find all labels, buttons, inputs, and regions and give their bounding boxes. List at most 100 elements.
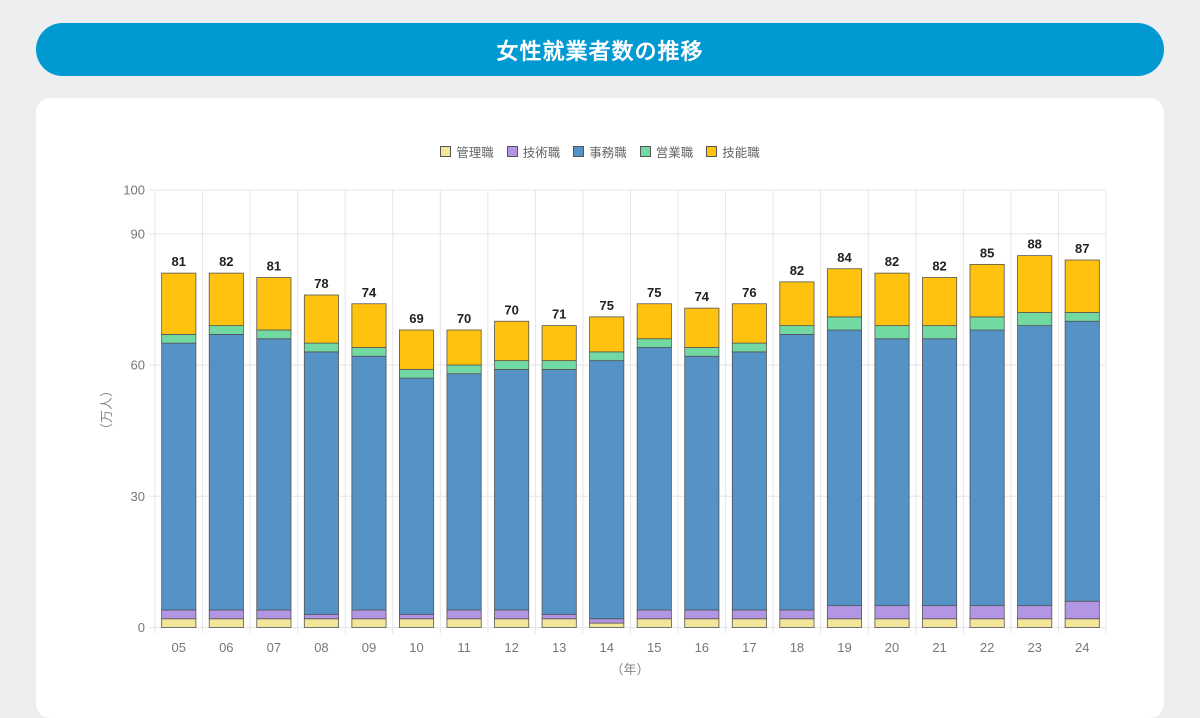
x-tick-label: 19: [837, 640, 851, 655]
x-tick-label: 05: [172, 640, 186, 655]
bar-segment: [256, 618, 292, 628]
bar-segment: [208, 272, 244, 327]
bar-segment: [161, 272, 197, 335]
legend-item[interactable]: 技術職: [506, 142, 560, 161]
bar-segment: [922, 605, 958, 620]
bar-segment: [351, 609, 387, 620]
bar-total-label: 82: [790, 263, 804, 278]
bar-total-label: 81: [267, 259, 281, 274]
bar-segment: [731, 609, 767, 620]
page-title-banner: 女性就業者数の推移: [36, 23, 1164, 76]
legend-item[interactable]: 事務職: [573, 142, 627, 161]
bar-segment: [256, 277, 292, 331]
bar-segment: [731, 618, 767, 628]
bar-series: [161, 255, 1100, 628]
x-tick-label: 14: [599, 640, 613, 655]
bar-segment: [684, 347, 720, 357]
bar-stack: [256, 277, 292, 628]
bar-stack: [446, 329, 482, 628]
bar-segment: [779, 618, 815, 628]
x-tick-label: 07: [267, 640, 281, 655]
bar-stack: [399, 329, 435, 628]
bar-segment: [826, 316, 862, 331]
y-tick-label: 0: [138, 620, 145, 635]
bar-stack: [874, 272, 910, 628]
bar-total-label: 70: [504, 302, 518, 317]
legend-item[interactable]: 営業職: [639, 142, 694, 161]
bar-segment: [969, 605, 1005, 620]
y-tick-label: 100: [123, 183, 145, 198]
bar-segment: [303, 351, 339, 615]
bar-segment: [589, 618, 625, 624]
bar-segment: [589, 622, 625, 628]
bar-segment: [161, 342, 197, 611]
bar-stack: [1017, 255, 1053, 628]
bar-segment: [256, 329, 292, 340]
bar-segment: [161, 333, 197, 344]
bar-segment: [969, 618, 1005, 628]
x-tick-label: 08: [314, 640, 328, 655]
bar-segment: [684, 618, 720, 628]
legend-swatch: [573, 145, 585, 157]
bar-segment: [541, 613, 577, 620]
bar-segment: [684, 307, 720, 348]
bar-segment: [589, 316, 625, 353]
bar-stack: [969, 263, 1005, 628]
bar-segment: [303, 613, 339, 620]
bar-segment: [446, 329, 482, 366]
bar-stack: [731, 303, 767, 628]
bar-segment: [446, 373, 482, 611]
bar-total-label: 74: [362, 285, 377, 300]
bar-segment: [636, 303, 672, 340]
grid-lines: [149, 189, 1107, 634]
x-tick-label: 22: [980, 640, 994, 655]
x-tick-label: 24: [1075, 640, 1089, 655]
bar-stack: [161, 272, 197, 628]
bar-segment: [541, 368, 577, 615]
bar-segment: [256, 609, 292, 620]
bar-segment: [589, 360, 625, 620]
bar-stack: [684, 307, 720, 628]
bar-segment: [161, 609, 197, 620]
legend-item[interactable]: 技能職: [706, 142, 760, 161]
bar-stack: [922, 277, 958, 628]
y-tick-label: 60: [131, 358, 145, 373]
bar-segment: [779, 609, 815, 620]
legend-swatch: [639, 145, 651, 157]
bar-segment: [636, 609, 672, 620]
bar-segment: [779, 325, 815, 335]
bar-segment: [303, 342, 339, 353]
y-axis-title: （万人）: [100, 384, 115, 436]
bar-segment: [826, 605, 862, 620]
bar-segment: [208, 333, 244, 611]
bar-stack: [636, 303, 672, 628]
bar-segment: [779, 333, 815, 611]
legend-label: 営業職: [655, 144, 694, 160]
bar-segment: [399, 368, 435, 379]
bar-segment: [494, 320, 530, 362]
bar-segment: [1064, 259, 1100, 313]
x-tick-label: 09: [362, 640, 376, 655]
x-tick-label: 15: [647, 640, 661, 655]
bar-segment: [731, 342, 767, 353]
bar-segment: [446, 609, 482, 620]
bar-segment: [1017, 605, 1053, 620]
bar-total-label: 87: [1075, 241, 1089, 256]
bar-segment: [351, 618, 387, 628]
bar-total-label: 74: [695, 289, 710, 304]
bar-total-label: 82: [885, 254, 899, 269]
bar-total-label: 69: [409, 311, 423, 326]
x-axis-ticks: 05 06 07 08 09 10 11 12 13 14 15 16 17 18 19 20 21 22 23 24: [172, 640, 1090, 655]
bar-segment: [1064, 320, 1100, 602]
bar-segment: [494, 368, 530, 611]
bar-segment: [541, 325, 577, 362]
bar-segment: [684, 609, 720, 620]
bar-segment: [826, 268, 862, 318]
bar-total-label: 82: [219, 254, 233, 269]
legend-item[interactable]: 管理職: [440, 142, 494, 161]
bar-total-label: 84: [837, 250, 852, 265]
bar-segment: [969, 263, 1005, 318]
bar-total-label: 75: [647, 285, 661, 300]
stacked-bar-chart: 81 82 81 78 74 69 70 70 71 75 75 74 76 82 84 82 82 85 88 87…: [100, 183, 1107, 675]
bar-segment: [1017, 618, 1053, 628]
